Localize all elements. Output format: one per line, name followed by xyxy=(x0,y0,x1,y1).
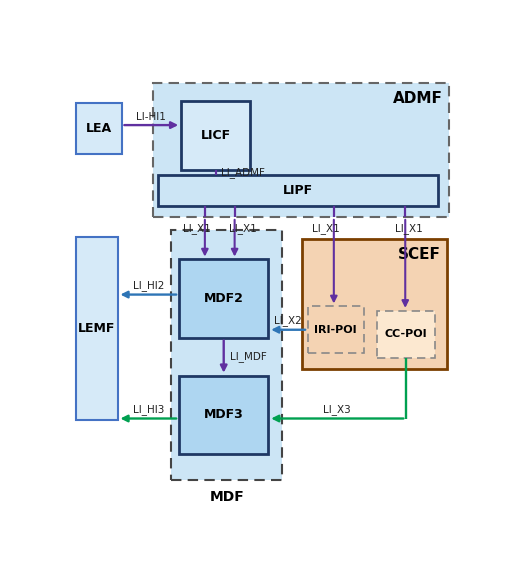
Text: LI_X3: LI_X3 xyxy=(324,404,351,415)
Bar xyxy=(181,101,250,170)
Text: MDF3: MDF3 xyxy=(204,408,244,421)
Text: LI_ADMF: LI_ADMF xyxy=(221,167,264,178)
Text: LEA: LEA xyxy=(86,122,112,135)
Text: LI_HI3: LI_HI3 xyxy=(133,404,164,415)
Bar xyxy=(308,306,364,353)
Text: LICF: LICF xyxy=(201,129,231,142)
Bar xyxy=(171,230,282,480)
Bar xyxy=(179,375,268,454)
Bar xyxy=(153,83,449,217)
Text: LEMF: LEMF xyxy=(78,322,115,335)
Bar xyxy=(76,237,118,420)
Text: LI_X2: LI_X2 xyxy=(274,316,302,326)
Text: LI_HI2: LI_HI2 xyxy=(133,280,164,291)
Text: LI_X1: LI_X1 xyxy=(312,223,340,234)
Text: LI_X1: LI_X1 xyxy=(395,223,423,234)
Text: IRI-POI: IRI-POI xyxy=(314,325,357,335)
Bar xyxy=(377,311,435,358)
Text: SCEF: SCEF xyxy=(398,247,441,262)
Text: LIPF: LIPF xyxy=(283,184,313,197)
Text: LI_MDF: LI_MDF xyxy=(230,351,266,362)
Text: ADMF: ADMF xyxy=(393,91,443,106)
Text: MDF2: MDF2 xyxy=(204,292,244,305)
Bar xyxy=(302,240,447,369)
Text: LI-HI1: LI-HI1 xyxy=(136,111,166,122)
Text: CC-POI: CC-POI xyxy=(385,329,428,339)
Bar xyxy=(158,175,438,206)
Text: LI_X1: LI_X1 xyxy=(183,223,211,234)
Bar xyxy=(76,103,121,154)
Text: LI_X1: LI_X1 xyxy=(229,223,257,234)
Text: MDF: MDF xyxy=(209,490,244,504)
Bar xyxy=(179,259,268,338)
